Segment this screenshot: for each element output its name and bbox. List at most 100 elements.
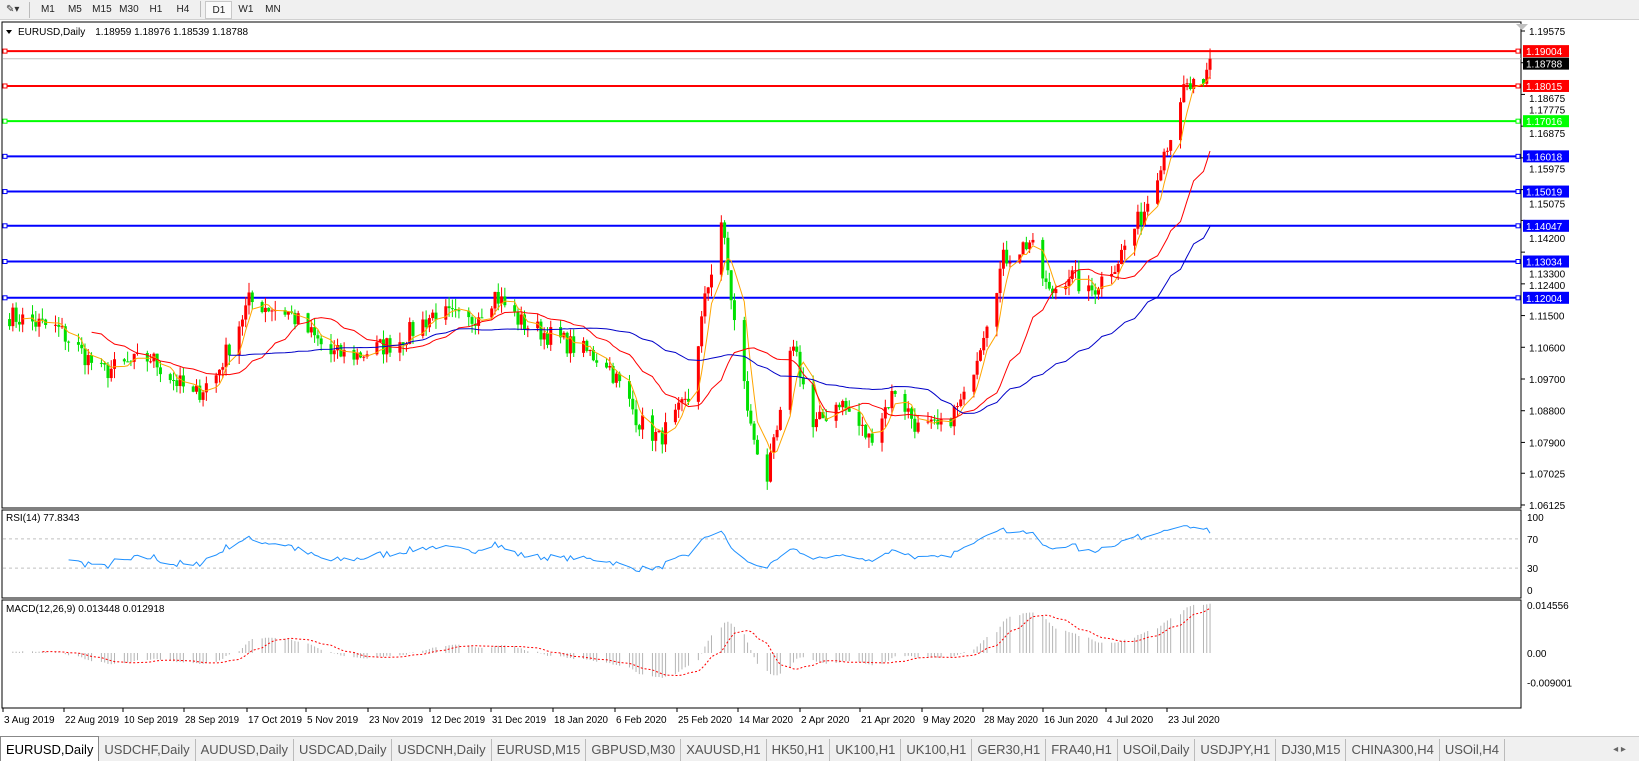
candle-body: [181, 375, 185, 387]
candle: [893, 390, 897, 398]
timeframe-w1[interactable]: W1: [238, 3, 254, 15]
candle: [1162, 148, 1166, 175]
chart-tab[interactable]: EURUSD,M15: [492, 739, 587, 761]
level-handle[interactable]: [1515, 153, 1521, 159]
ma-fast-line: [22, 75, 1211, 454]
candle-body: [1136, 211, 1140, 229]
date-tick-label: 6 Feb 2020: [616, 715, 667, 726]
chart-tab[interactable]: DJ30,M15: [1276, 739, 1347, 761]
level-handle[interactable]: [2, 48, 8, 54]
candle: [106, 362, 110, 388]
tab-scroll-arrows-icon[interactable]: ◂ ▸: [1600, 736, 1639, 761]
candle: [86, 349, 90, 375]
chart-shift-marker-icon[interactable]: [1516, 24, 1528, 30]
chart-tab[interactable]: UK100,H1: [830, 739, 902, 761]
level-handle[interactable]: [1515, 259, 1521, 265]
candle-body: [168, 374, 172, 381]
candle: [1139, 202, 1143, 235]
level-handle[interactable]: [2, 295, 8, 301]
candle: [870, 428, 874, 446]
candle-body: [795, 346, 799, 352]
candle: [309, 320, 313, 338]
chart-tab[interactable]: AUDUSD,Daily: [196, 739, 295, 761]
rsi-tick-label: 0: [1527, 586, 1533, 597]
candle: [742, 316, 746, 389]
timeframe-h4[interactable]: H4: [176, 3, 190, 15]
level-handle[interactable]: [2, 153, 8, 159]
macd-signal-line: [42, 607, 1211, 676]
chart-tab[interactable]: EURUSD,Daily: [0, 736, 100, 761]
candle-body: [250, 292, 254, 303]
timeframe-m1[interactable]: M1: [40, 3, 55, 15]
chart-tab[interactable]: USDJPY,H1: [1195, 739, 1277, 761]
level-price-label: 1.18015: [1526, 82, 1563, 93]
chart-tab[interactable]: UK100,H1: [901, 739, 973, 761]
chart-tab[interactable]: USDCAD,Daily: [294, 739, 393, 761]
candle-body: [214, 375, 218, 384]
chart-tab[interactable]: HK50,H1: [767, 739, 831, 761]
chart-tab[interactable]: USDCHF,Daily: [99, 739, 196, 761]
candle: [1008, 255, 1012, 269]
collapse-triangle-icon[interactable]: [6, 30, 12, 34]
level-handle[interactable]: [1515, 48, 1521, 54]
candle: [772, 434, 776, 459]
level-handle[interactable]: [2, 259, 8, 265]
chart-tab[interactable]: USOil,H4: [1440, 739, 1506, 761]
candle-body: [962, 391, 966, 400]
level-handle[interactable]: [2, 83, 8, 89]
pencil-tools-icon[interactable]: ✎▾: [6, 3, 20, 15]
chart-tab[interactable]: XAUUSD,H1: [681, 739, 767, 761]
level-handle[interactable]: [1515, 295, 1521, 301]
price-chart[interactable]: 100 70 30 0 0.014556 0.00 -0.009001 1.19575 1.…: [0, 0, 1639, 736]
timeframe-m30[interactable]: M30: [119, 3, 139, 15]
candle: [336, 338, 340, 359]
timeframe-m15[interactable]: M15: [92, 3, 112, 15]
candle-body: [591, 350, 595, 361]
candle: [263, 297, 267, 323]
level-price-label: 1.14047: [1526, 222, 1563, 233]
candle-body: [857, 411, 861, 426]
chart-tab[interactable]: FRA40,H1: [1046, 739, 1118, 761]
candle: [545, 327, 549, 349]
candle-body: [700, 316, 704, 347]
timeframe-m5[interactable]: M5: [67, 3, 82, 15]
candle-body: [86, 355, 90, 366]
candle-body: [1008, 262, 1012, 264]
level-handle[interactable]: [2, 223, 8, 229]
candle-body: [342, 349, 346, 357]
candle: [673, 403, 677, 425]
candle: [306, 312, 310, 334]
chart-tab[interactable]: USDCNH,Daily: [392, 739, 492, 761]
candle-body: [883, 407, 887, 419]
candle-body: [444, 306, 448, 320]
timeframe-d1[interactable]: D1: [205, 0, 233, 19]
chart-tab[interactable]: CHINA300,H4: [1346, 739, 1440, 761]
candle: [1044, 270, 1048, 290]
candle: [431, 309, 435, 321]
level-handle[interactable]: [1515, 83, 1521, 89]
candle: [1074, 260, 1078, 279]
timeframe-mn[interactable]: MN: [265, 3, 281, 15]
candle: [641, 407, 645, 439]
timeframe-h1[interactable]: H1: [149, 3, 163, 15]
candle: [814, 412, 818, 432]
candle-body: [801, 377, 805, 385]
candle: [44, 318, 48, 329]
candle: [972, 374, 976, 398]
candle-body: [1169, 140, 1173, 151]
candle-body: [559, 327, 563, 338]
level-handle[interactable]: [1515, 118, 1521, 124]
chart-tab[interactable]: GER30,H1: [972, 739, 1047, 761]
candle-body: [201, 392, 205, 400]
chart-tab[interactable]: USOil,Daily: [1118, 739, 1196, 761]
level-handle[interactable]: [1515, 189, 1521, 195]
candle-body: [63, 326, 67, 342]
level-handle[interactable]: [2, 118, 8, 124]
candle-body: [949, 418, 953, 427]
candle: [244, 297, 248, 328]
candle: [798, 345, 802, 387]
level-handle[interactable]: [1515, 223, 1521, 229]
level-handle[interactable]: [2, 189, 8, 195]
chart-tab[interactable]: GBPUSD,M30: [586, 739, 682, 761]
price-tick-label: 1.14200: [1529, 234, 1566, 245]
